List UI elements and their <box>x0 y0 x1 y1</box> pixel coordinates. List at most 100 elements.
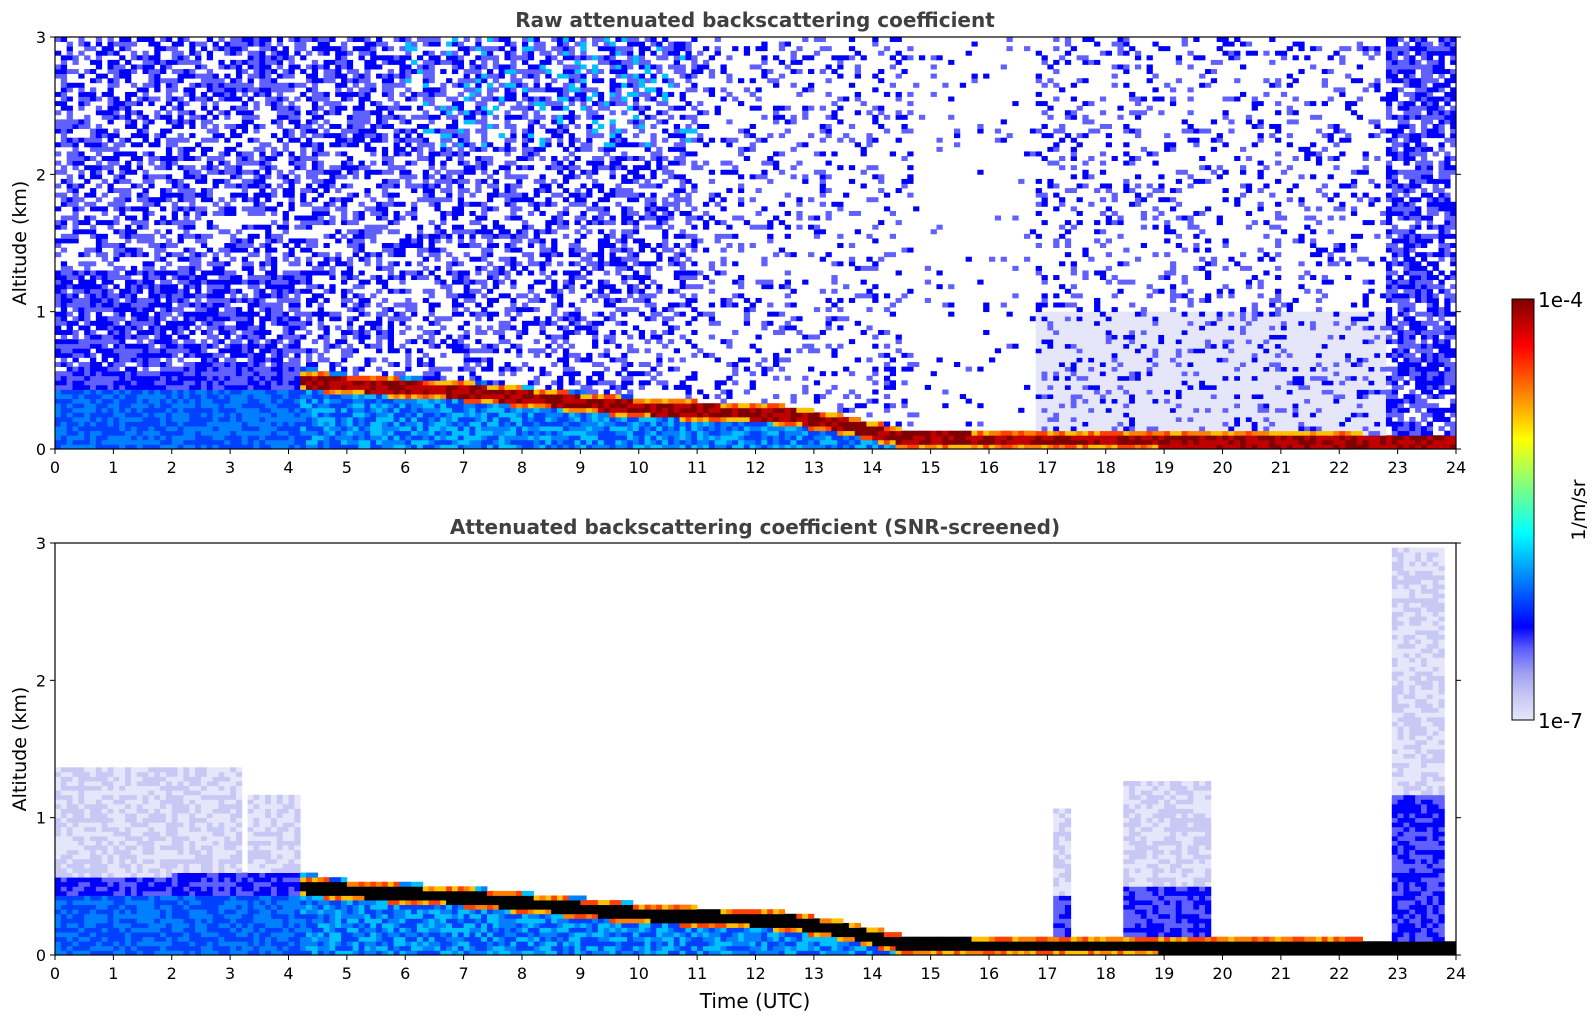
heatmap-cell <box>282 329 289 335</box>
heatmap-cell <box>183 284 190 290</box>
heatmap-cell <box>78 252 85 258</box>
heatmap-cell <box>376 133 383 139</box>
heatmap-cell <box>463 426 470 432</box>
heatmap-cell <box>189 119 196 125</box>
heatmap-cell <box>165 82 173 88</box>
heatmap-cell <box>516 398 523 404</box>
heatmap-cell <box>358 293 365 299</box>
heatmap-cell <box>411 435 418 441</box>
heatmap-cell <box>107 110 114 116</box>
heatmap-cell <box>364 430 371 436</box>
heatmap-cell <box>288 421 295 427</box>
heatmap-cell <box>335 380 342 386</box>
heatmap-cell <box>323 311 330 317</box>
heatmap-cell <box>451 178 459 184</box>
heatmap-cell <box>247 169 254 175</box>
heatmap-cell <box>113 78 120 84</box>
heatmap-cell <box>206 416 214 422</box>
heatmap-cell <box>160 46 167 52</box>
heatmap-cell <box>481 110 488 116</box>
heatmap-cell <box>446 435 453 441</box>
heatmap-cell <box>241 293 249 299</box>
heatmap-cell <box>451 105 459 111</box>
heatmap-cell <box>270 146 278 152</box>
heatmap-cell <box>341 403 348 409</box>
heatmap-cell <box>434 206 441 212</box>
heatmap-cell <box>90 444 97 449</box>
heatmap-cell <box>352 407 359 413</box>
heatmap-cell <box>60 320 68 326</box>
heatmap-cell <box>119 394 126 400</box>
heatmap-cell <box>527 439 535 445</box>
heatmap-cell <box>212 302 219 308</box>
heatmap-cell <box>113 133 120 139</box>
heatmap-cell <box>200 398 208 404</box>
heatmap-cell <box>95 233 103 239</box>
heatmap-cell <box>165 220 173 226</box>
heatmap-cell <box>230 197 237 203</box>
heatmap-cell <box>329 288 336 294</box>
heatmap-cell <box>177 133 184 139</box>
heatmap-cell <box>399 91 406 97</box>
heatmap-cell <box>276 339 284 345</box>
heatmap-cell <box>160 174 167 180</box>
heatmap-cell <box>171 160 178 166</box>
heatmap-cell <box>522 174 529 180</box>
heatmap-cell <box>492 78 500 84</box>
heatmap-cell <box>230 59 237 65</box>
heatmap-cell <box>451 123 459 129</box>
heatmap-cell <box>428 160 435 166</box>
heatmap-cell <box>498 416 505 422</box>
heatmap-cell <box>498 412 505 418</box>
heatmap-cell <box>66 137 73 143</box>
heatmap-cell <box>498 146 505 152</box>
heatmap-cell <box>195 64 202 70</box>
heatmap-cell <box>218 426 225 432</box>
heatmap-cell <box>335 430 342 436</box>
heatmap-cell <box>84 407 91 413</box>
heatmap-cell <box>294 137 301 143</box>
heatmap-cell <box>165 110 173 116</box>
heatmap-cell <box>113 343 120 349</box>
heatmap-cell <box>171 293 178 299</box>
heatmap-cell <box>446 96 453 102</box>
heatmap-cell <box>463 114 470 120</box>
heatmap-cell <box>492 87 500 93</box>
heatmap-cell <box>101 444 108 449</box>
heatmap-cell <box>189 302 196 308</box>
heatmap-cell <box>160 293 167 299</box>
heatmap-cell <box>329 421 336 427</box>
heatmap-cell <box>55 339 62 345</box>
heatmap-cell <box>259 165 266 171</box>
heatmap-cell <box>504 64 511 70</box>
heatmap-cell <box>218 178 225 184</box>
heatmap-cell <box>346 229 354 235</box>
heatmap-cell <box>165 243 173 248</box>
heatmap-cell <box>300 224 307 230</box>
heatmap-cell <box>270 320 278 326</box>
heatmap-cell <box>200 73 208 79</box>
heatmap-cell <box>510 146 517 152</box>
heatmap-cell <box>539 325 546 331</box>
heatmap-cell <box>276 389 284 395</box>
heatmap-cell <box>107 69 114 75</box>
heatmap-cell <box>451 142 459 148</box>
heatmap-cell <box>276 352 284 358</box>
heatmap-cell <box>241 416 249 422</box>
heatmap-cell <box>399 403 406 409</box>
heatmap-cell <box>142 352 149 358</box>
heatmap-cell <box>510 233 517 239</box>
heatmap-cell <box>183 371 190 377</box>
heatmap-cell <box>522 325 529 331</box>
heatmap-cell <box>527 64 535 70</box>
heatmap-cell <box>387 201 394 207</box>
heatmap-cell <box>306 73 313 79</box>
heatmap-cell <box>160 380 167 386</box>
heatmap-cell <box>533 389 540 395</box>
heatmap-cell <box>381 439 389 445</box>
heatmap-cell <box>527 297 535 303</box>
heatmap-cell <box>253 197 260 203</box>
heatmap-cell <box>90 307 97 313</box>
heatmap-cell <box>399 407 406 413</box>
heatmap-cell <box>259 178 266 184</box>
